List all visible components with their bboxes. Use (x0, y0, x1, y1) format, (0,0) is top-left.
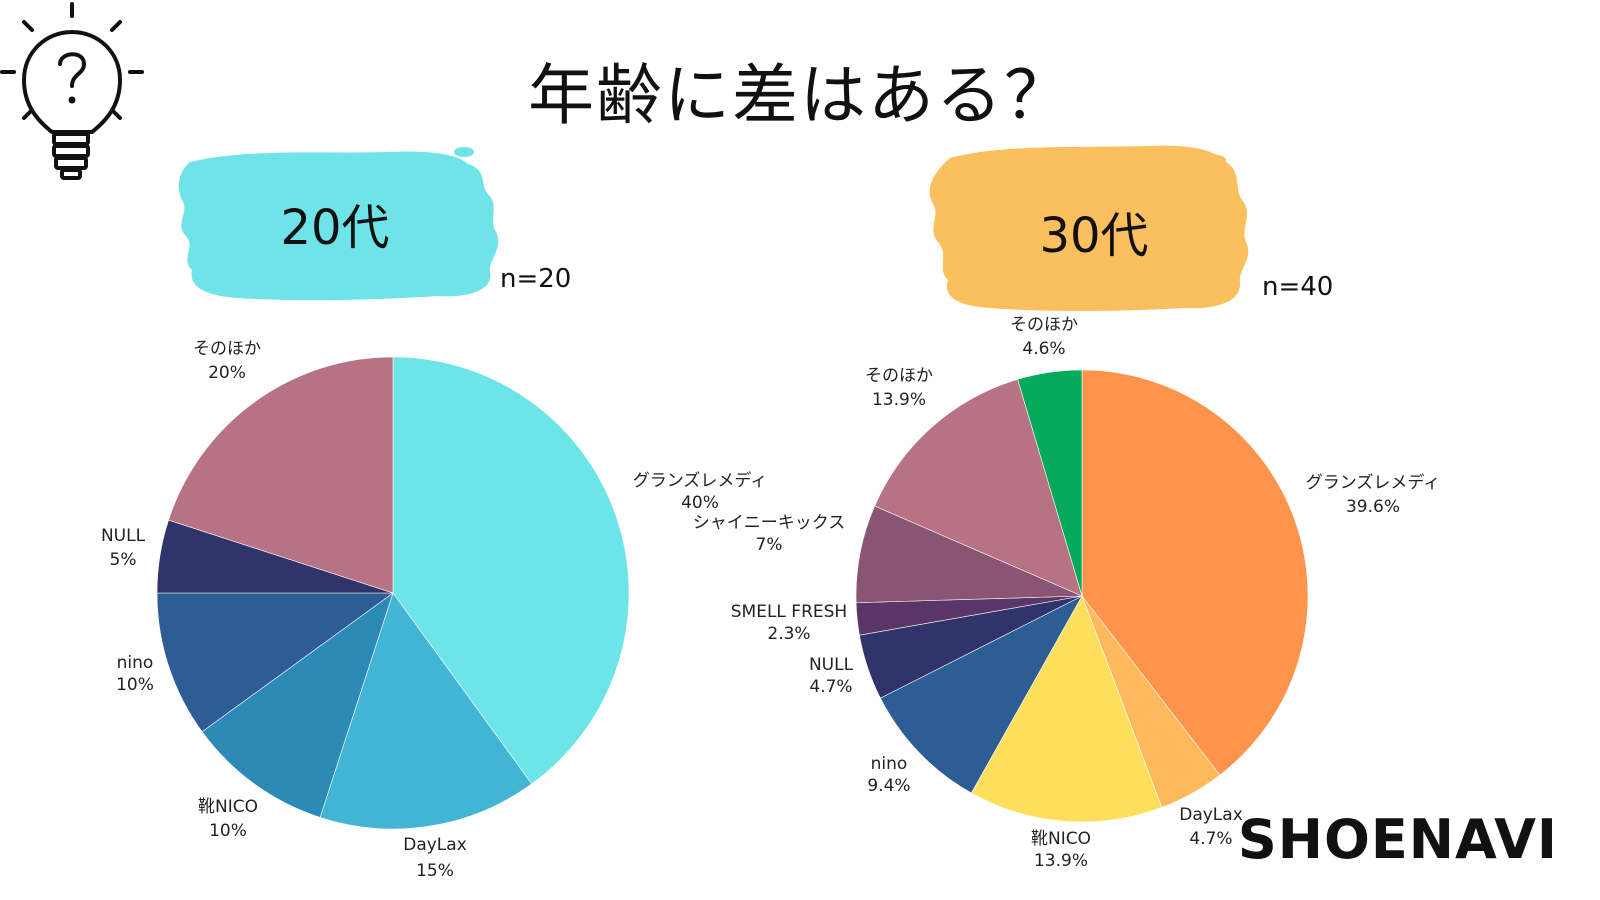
page-title: 年齢に差はある？ (528, 57, 1072, 134)
slice-label-0-5: そのほか (193, 339, 261, 359)
slice-label-0-1: DayLax (403, 835, 467, 855)
brush-20s-shape (178, 151, 499, 301)
pie-slice-0-1 (319, 592, 533, 830)
slice-value-0-0: 40% (681, 493, 719, 513)
slice-label-1-1: DayLax (1179, 805, 1243, 825)
group-label-30s: 30代 (1039, 208, 1149, 264)
slice-label-1-7: そのほか (865, 366, 933, 386)
slice-value-0-4: 5% (110, 550, 137, 570)
pie-slice-1-2 (970, 595, 1163, 823)
pie-slice-0-0 (392, 356, 630, 785)
n-label-20s: n=20 (500, 264, 572, 294)
slice-value-1-1: 4.7% (1189, 829, 1232, 849)
brand-logo: SHOENAVI (1237, 808, 1558, 871)
slice-value-1-8: 4.6% (1022, 339, 1065, 359)
slice-value-1-4: 4.7% (809, 677, 852, 697)
brush-30s-shape (929, 145, 1249, 311)
pie-slice-1-0 (1081, 369, 1309, 776)
pie-slice-0-3 (156, 592, 394, 733)
pie-slice-1-8 (1017, 369, 1083, 597)
slice-value-0-2: 10% (209, 821, 247, 841)
group-label-20s: 20代 (280, 200, 390, 256)
slice-label-1-0: グランズレメディ (1306, 472, 1440, 493)
slice-value-1-5: 2.3% (767, 624, 810, 644)
slice-label-1-4: NULL (809, 655, 854, 675)
slice-label-0-3: nino (117, 653, 154, 673)
slice-value-0-3: 10% (116, 675, 154, 695)
lightbulb-question-icon (0, 2, 144, 180)
slice-value-1-6: 7% (756, 535, 783, 555)
slice-label-0-0: グランズレメディ (633, 470, 767, 491)
slice-label-1-8: そのほか (1010, 315, 1078, 335)
slice-value-0-5: 20% (208, 363, 246, 383)
pie-slice-0-2 (201, 592, 394, 818)
slice-label-1-5: SMELL FRESH (731, 602, 847, 622)
pie-slice-1-3 (880, 595, 1083, 794)
slice-label-0-2: 靴NICO (198, 797, 258, 817)
slice-value-1-7: 13.9% (872, 390, 926, 410)
slice-label-1-6: シャイニーキックス (693, 513, 846, 533)
slice-label-0-4: NULL (101, 526, 146, 546)
slice-value-1-3: 9.4% (867, 776, 910, 796)
slice-value-1-0: 39.6% (1346, 497, 1400, 517)
brush-highlight-30s (929, 145, 1249, 311)
n-label-30s: n=40 (1262, 272, 1334, 302)
slice-label-1-3: nino (871, 754, 908, 774)
slice-value-1-2: 13.9% (1034, 851, 1088, 871)
pie-slice-1-7 (874, 378, 1083, 597)
slice-label-1-2: 靴NICO (1031, 829, 1091, 849)
slice-value-0-1: 15% (416, 861, 454, 881)
pie-slice-0-5 (168, 356, 394, 594)
brush-highlight-20s (178, 147, 499, 301)
